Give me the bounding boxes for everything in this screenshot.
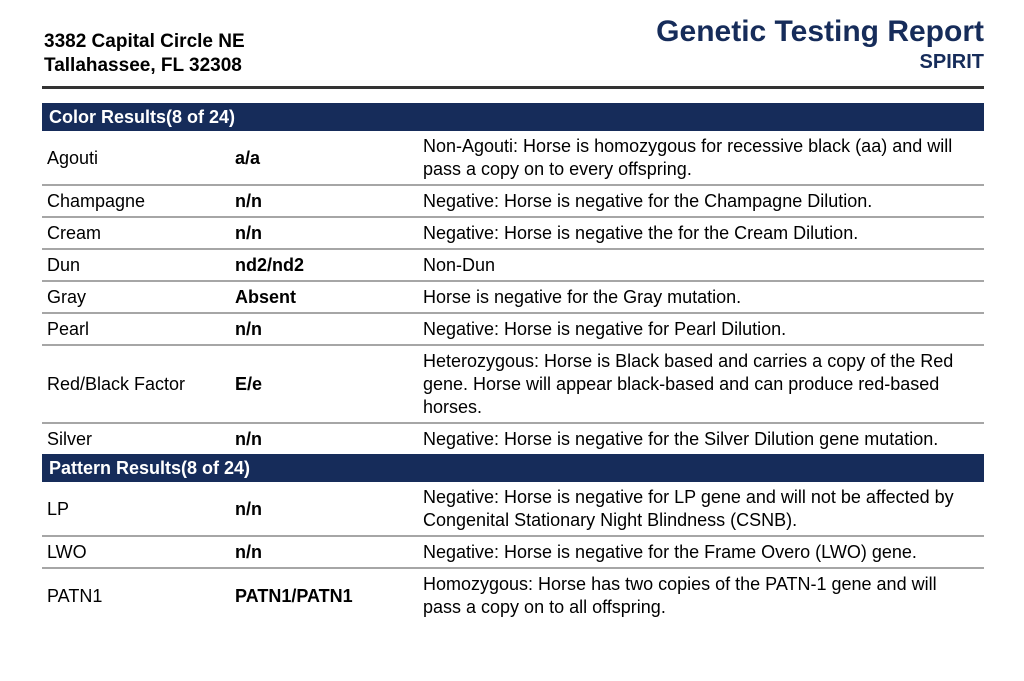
horse-name: SPIRIT (919, 51, 984, 73)
result-description: Negative: Horse is negative for the Silv… (423, 429, 939, 449)
genotype-result: E/e (235, 374, 263, 394)
result-row: PATN1 PATN1/PATN1 Homozygous: Horse has tw… (42, 569, 984, 622)
result-row: LP n/n Negative: Horse is negative for LP … (42, 482, 984, 537)
test-name: Agouti (47, 147, 99, 168)
address-line-1: 3382 Capital Circle NE (44, 31, 245, 52)
test-name: Cream (47, 223, 102, 243)
result-description: Negative: Horse is negative for LP gene … (423, 487, 954, 530)
result-description: Negative: Horse is negative for the Fram… (423, 542, 917, 562)
test-name: Champagne (47, 191, 146, 211)
result-description: Heterozygous: Horse is Black based and c… (423, 351, 954, 417)
genotype-result: n/n (235, 223, 262, 243)
address-line-2: Tallahassee, FL 32308 (44, 55, 242, 76)
result-description: Horse is negative for the Gray mutation. (423, 287, 742, 307)
genotype-result: a/a (235, 147, 261, 168)
test-name: Dun (47, 255, 81, 275)
section-header: Pattern Results(8 of 24) (42, 454, 984, 482)
test-name: LP (47, 498, 70, 519)
genotype-result: n/n (235, 429, 262, 449)
genotype-result: n/n (235, 191, 262, 211)
result-row: Pearl n/n Negative: Horse is negative for … (42, 314, 984, 346)
test-name: PATN1 (47, 585, 103, 606)
test-name: Gray (47, 287, 87, 307)
section-header: Color Results(8 of 24) (42, 103, 984, 131)
result-description: Non-Agouti: Horse is homozygous for rece… (423, 136, 953, 179)
test-name: Silver (47, 429, 93, 449)
result-description: Homozygous: Horse has two copies of the … (423, 574, 937, 617)
test-name: Pearl (47, 319, 90, 339)
genotype-result: Absent (235, 287, 297, 307)
test-name: Red/Black Factor (47, 374, 186, 394)
section-rows: LP n/n Negative: Horse is negative for LP … (42, 482, 984, 622)
genotype-result: n/n (235, 498, 262, 519)
genotype-result: n/n (235, 542, 262, 562)
genotype-result: n/n (235, 319, 262, 339)
section-rows: Agouti a/a Non-Agouti: Horse is homozygous… (42, 131, 984, 454)
test-name: LWO (47, 542, 87, 562)
lab-address: 3382 Capital Circle NE Tallahassee, FL 3… (44, 30, 245, 78)
result-row: LWO n/n Negative: Horse is negative for th… (42, 537, 984, 569)
result-description: Non-Dun (423, 255, 496, 275)
result-row: Red/Black Factor E/e Heterozygous: Horse i… (42, 346, 984, 424)
result-row: Champagne n/n Negative: Horse is negative … (42, 186, 984, 218)
result-row: Dun nd2/nd2 Non-Dun (42, 250, 984, 282)
result-row: Gray Absent Horse is negative for the Gray… (42, 282, 984, 314)
result-row: Cream n/n Negative: Horse is negative the … (42, 218, 984, 250)
result-row: Silver n/n Negative: Horse is negative for… (42, 424, 984, 454)
result-row: Agouti a/a Non-Agouti: Horse is homozygous… (42, 131, 984, 186)
result-description: Negative: Horse is negative for Pearl Di… (423, 319, 787, 339)
report-title: Genetic Testing Report (656, 15, 984, 48)
result-description: Negative: Horse is negative the for the … (423, 223, 859, 243)
header-divider (42, 86, 984, 89)
result-description: Negative: Horse is negative for the Cham… (423, 191, 873, 211)
report-header: Genetic Testing Report SPIRIT (656, 14, 984, 74)
genotype-result: PATN1/PATN1 (235, 585, 353, 606)
results-table: Color Results(8 of 24) Agouti a/a Non-Agout… (42, 103, 984, 622)
genotype-result: nd2/nd2 (235, 255, 305, 275)
